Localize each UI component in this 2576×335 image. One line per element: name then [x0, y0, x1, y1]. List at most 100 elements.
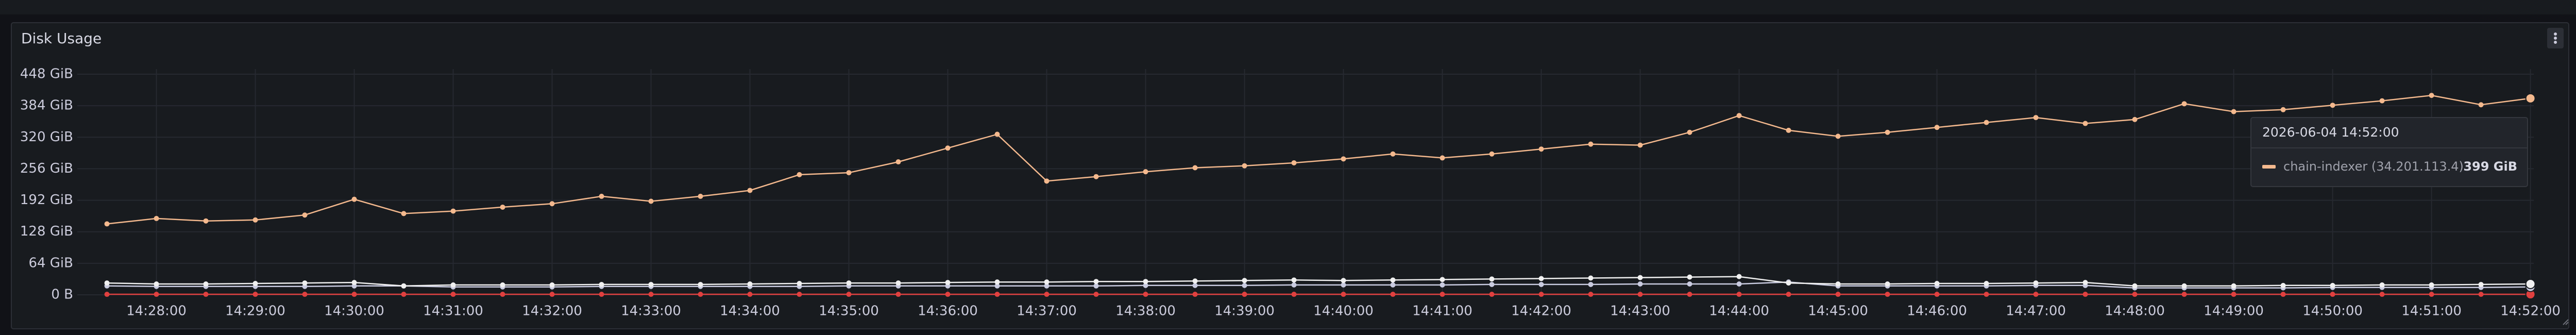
data-point — [500, 282, 505, 288]
data-point — [1341, 292, 1346, 297]
data-point — [2478, 102, 2484, 108]
data-point — [302, 292, 308, 297]
data-point — [2132, 292, 2138, 297]
x-tick-label: 14:45:00 — [1808, 304, 1868, 319]
data-point — [2379, 292, 2385, 297]
data-point — [1390, 277, 1396, 283]
x-tick-label: 14:43:00 — [1610, 304, 1670, 319]
data-point — [1687, 281, 1692, 287]
data-point — [104, 280, 110, 286]
data-point — [1489, 151, 1495, 157]
data-point — [104, 292, 110, 297]
x-tick-label: 14:42:00 — [1511, 304, 1571, 319]
data-point — [747, 281, 753, 287]
previous-panel-edge — [0, 0, 2576, 14]
data-point — [401, 211, 406, 216]
x-tick-label: 14:50:00 — [2302, 304, 2363, 319]
data-point — [500, 204, 505, 210]
data-point — [1439, 277, 1445, 282]
data-point — [1786, 292, 1791, 297]
data-point — [1687, 274, 1692, 280]
x-tick-label: 14:49:00 — [2204, 304, 2264, 319]
data-point — [846, 292, 852, 297]
data-point — [1588, 141, 1594, 147]
series-line — [107, 276, 2531, 287]
data-point — [1885, 129, 1890, 135]
data-point — [1984, 281, 1989, 287]
data-point — [1588, 292, 1594, 297]
data-point — [203, 281, 209, 287]
data-point — [1143, 292, 1148, 297]
data-point — [1984, 120, 1989, 125]
data-point — [994, 283, 1000, 289]
data-point — [1736, 274, 1742, 279]
x-tick-label: 14:37:00 — [1016, 304, 1077, 319]
data-point — [1984, 292, 1989, 297]
tooltip-title: 2026-06-04 14:52:00 — [2262, 125, 2399, 140]
data-point — [2082, 121, 2088, 126]
data-point — [2478, 281, 2484, 287]
x-tick-label: 14:29:00 — [225, 304, 285, 319]
data-point — [1093, 283, 1099, 289]
tooltip: 2026-06-04 14:52:00 chain-indexer (34.20… — [2250, 117, 2528, 187]
data-point — [1934, 125, 1940, 130]
data-point — [1835, 133, 1841, 139]
data-point — [154, 215, 159, 221]
data-point — [1538, 292, 1544, 297]
data-point — [648, 281, 654, 287]
data-point — [945, 280, 951, 286]
data-point — [549, 201, 555, 207]
data-point — [1291, 282, 1297, 288]
data-point — [1835, 281, 1841, 287]
panel-title: Disk Usage — [21, 30, 101, 47]
data-point — [648, 198, 654, 204]
resize-handle[interactable] — [2563, 319, 2569, 325]
data-point — [1044, 292, 1049, 297]
y-tick-label: 0 B — [51, 287, 73, 303]
data-point — [203, 218, 209, 224]
x-tick-label: 14:48:00 — [2105, 304, 2165, 319]
data-point — [1291, 277, 1297, 283]
data-point — [203, 292, 209, 297]
x-tick-label: 14:47:00 — [2006, 304, 2066, 319]
y-tick-label: 384 GiB — [20, 98, 73, 113]
y-tick-label: 256 GiB — [20, 161, 73, 176]
data-point — [1390, 151, 1396, 157]
data-point — [1736, 281, 1742, 287]
data-point — [1687, 292, 1692, 297]
data-point — [351, 196, 357, 202]
data-point — [154, 281, 159, 287]
data-point — [599, 193, 604, 199]
plot: 0 B 64 GiB 128 GiB 192 GiB 256 GiB 320 GiB 384… — [20, 66, 2561, 319]
data-point — [1242, 292, 1247, 297]
x-tick-label: 14:30:00 — [324, 304, 384, 319]
data-point — [1736, 292, 1742, 297]
data-point — [1192, 292, 1198, 297]
data-point — [1341, 278, 1346, 283]
tooltip-series: chain-indexer (34.201.113.4) — [2283, 159, 2464, 174]
data-point — [2181, 283, 2187, 289]
data-point — [2181, 292, 2187, 297]
panel-menu[interactable] — [2547, 28, 2564, 48]
data-point — [1192, 278, 1198, 284]
data-point — [1439, 155, 1445, 161]
data-point — [599, 281, 604, 287]
data-point — [1489, 281, 1495, 287]
data-point — [2525, 278, 2536, 289]
data-point — [698, 292, 703, 297]
data-point — [2082, 292, 2088, 297]
data-point — [2330, 282, 2335, 288]
data-point — [796, 281, 802, 287]
data-point — [302, 280, 308, 286]
data-point — [994, 131, 1000, 137]
data-point — [1637, 142, 1643, 148]
data-point — [1885, 292, 1890, 297]
data-point — [1588, 281, 1594, 287]
data-point — [2231, 283, 2236, 289]
x-tick-label: 14:44:00 — [1709, 304, 1769, 319]
x-tick-label: 14:52:00 — [2500, 304, 2561, 319]
series-line — [107, 94, 2531, 225]
data-point — [1538, 146, 1544, 152]
data-point — [2033, 292, 2039, 297]
x-tick-label: 14:34:00 — [720, 304, 780, 319]
